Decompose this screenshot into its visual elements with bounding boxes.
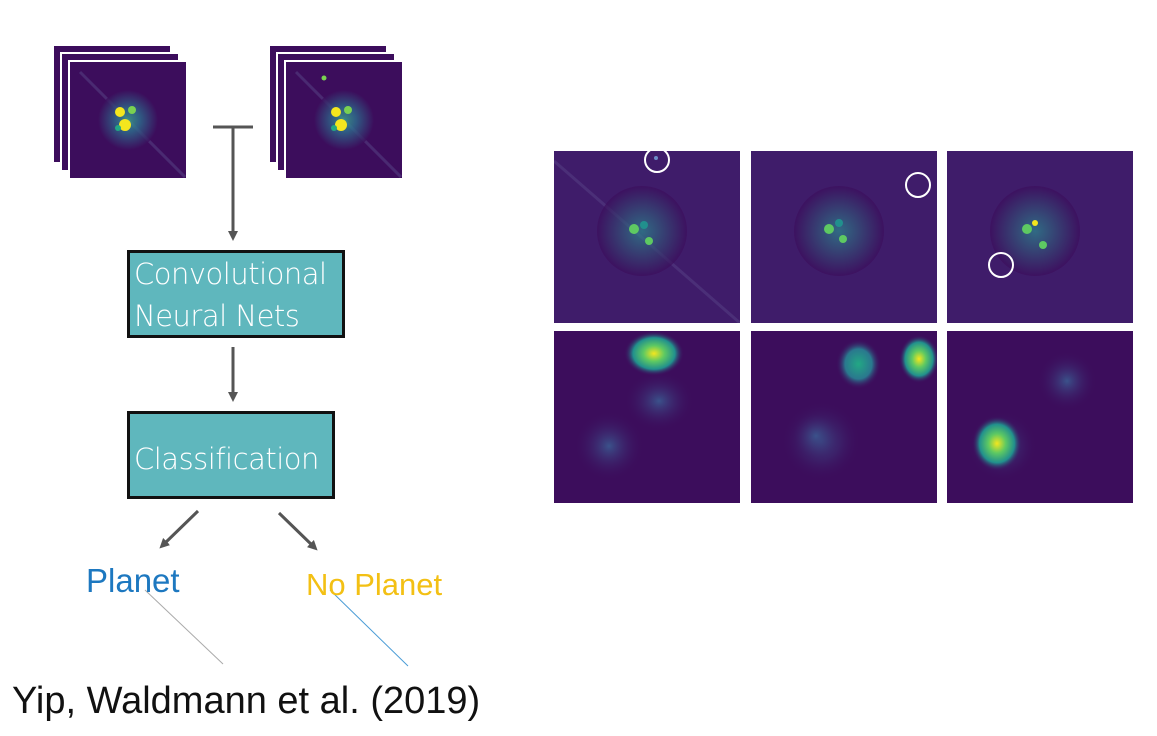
- classification-box: Classification: [127, 411, 335, 499]
- cnn-box: Convolutional Neural Nets: [127, 250, 345, 338]
- circle-marker-icon: [988, 252, 1014, 278]
- pointer-line: [329, 589, 409, 667]
- psf-image-icon: [70, 62, 186, 178]
- planet-label: Planet: [86, 562, 180, 599]
- input-panel: [947, 151, 1133, 323]
- input-panel: [751, 151, 937, 323]
- cnn-box-line2: Neural Nets: [134, 299, 300, 333]
- stack-card: [284, 60, 404, 180]
- arrow-icon: [277, 511, 318, 551]
- circle-marker-icon: [644, 151, 670, 173]
- circle-marker-icon: [905, 172, 931, 198]
- heatmap-panel: [554, 331, 740, 503]
- input-panel: [554, 151, 740, 323]
- psf-image-icon: [286, 62, 402, 178]
- cnn-box-line1: Convolutional: [134, 257, 327, 291]
- citation: Yip, Waldmann et al. (2019): [12, 680, 481, 722]
- no-planet-label: No Planet: [306, 567, 443, 602]
- classification-box-label: Classification: [134, 442, 319, 476]
- pointer-line: [144, 589, 224, 665]
- arrow-icon: [159, 509, 200, 549]
- heatmap-panel: [751, 331, 937, 503]
- heatmap-panel: [947, 331, 1133, 503]
- stack-card: [68, 60, 188, 180]
